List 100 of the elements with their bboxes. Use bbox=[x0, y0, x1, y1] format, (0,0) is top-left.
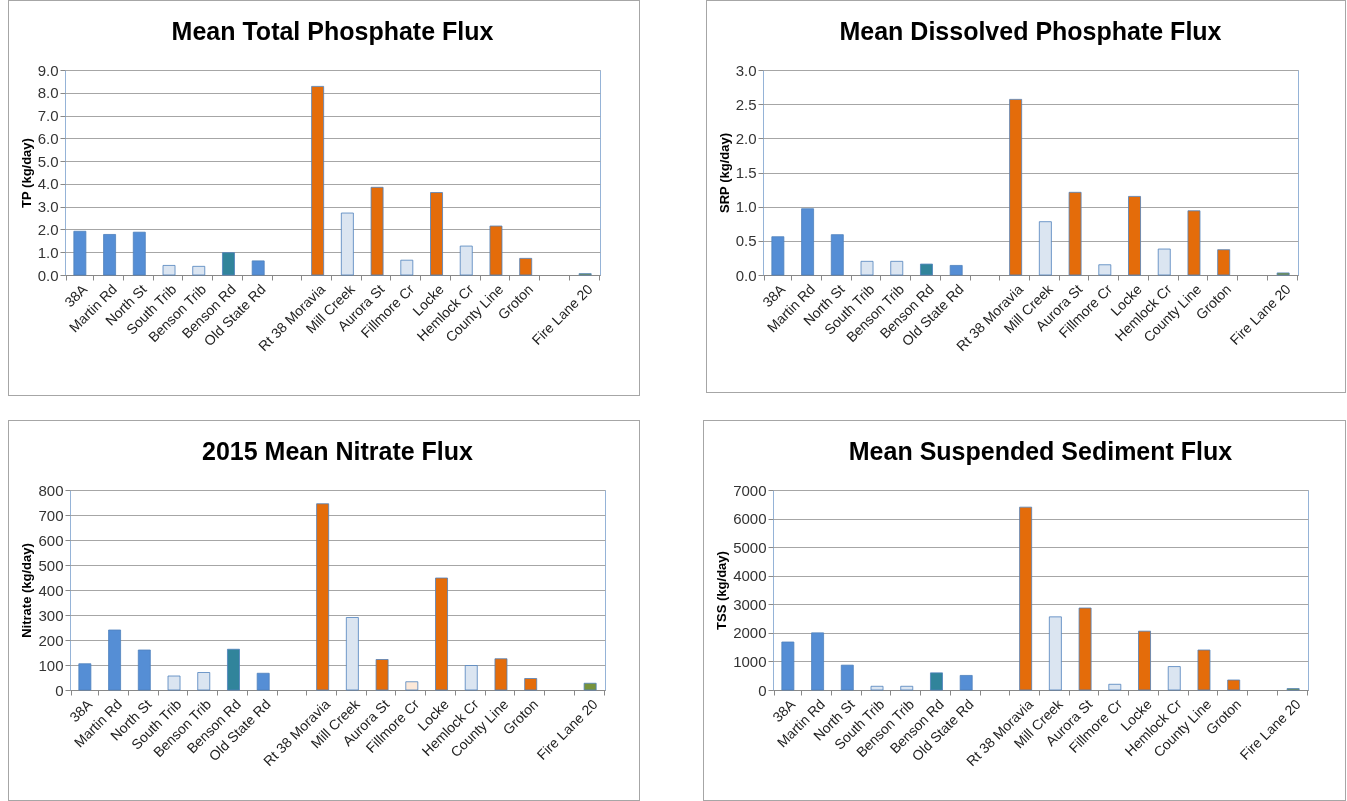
y-tick-label: 1.5 bbox=[735, 164, 757, 181]
y-tick-label: 2.5 bbox=[735, 95, 757, 113]
y-tick-label: 2.0 bbox=[37, 220, 59, 238]
bar bbox=[1098, 264, 1112, 276]
bar bbox=[1068, 191, 1082, 276]
y-tick-label: 300 bbox=[38, 606, 64, 624]
bar bbox=[1197, 649, 1211, 691]
bar bbox=[489, 225, 503, 276]
bar bbox=[108, 629, 121, 691]
bar bbox=[137, 649, 151, 691]
y-tick-label: 0 bbox=[55, 681, 64, 699]
bar bbox=[132, 231, 146, 276]
y-tick-label: 600 bbox=[38, 531, 64, 549]
y-tick-label: 2.0 bbox=[735, 129, 757, 147]
bar bbox=[1187, 210, 1201, 276]
y-tick-label: 4.0 bbox=[37, 175, 59, 193]
bar bbox=[519, 257, 533, 276]
bar bbox=[1048, 616, 1062, 691]
bar bbox=[227, 648, 240, 691]
y-tick-label: 7.0 bbox=[37, 107, 59, 125]
bar bbox=[771, 236, 785, 276]
bar bbox=[1157, 248, 1171, 276]
y-tick-label: 9.0 bbox=[37, 61, 59, 79]
bar bbox=[222, 252, 235, 276]
y-axis-title: TSS (kg/day) bbox=[714, 551, 730, 630]
bar bbox=[430, 192, 443, 276]
bar bbox=[811, 632, 824, 691]
bar bbox=[801, 208, 814, 276]
y-tick-label: 6000 bbox=[733, 510, 767, 528]
y-tick-label: 4000 bbox=[733, 567, 767, 585]
bar bbox=[162, 265, 176, 276]
bar bbox=[494, 658, 508, 691]
bar bbox=[435, 577, 448, 691]
bar bbox=[830, 234, 844, 276]
bar bbox=[375, 659, 389, 691]
bar bbox=[256, 672, 270, 691]
bar bbox=[459, 245, 473, 276]
bar bbox=[1217, 249, 1231, 276]
y-tick-label: 700 bbox=[38, 506, 64, 524]
bar bbox=[1108, 683, 1122, 691]
bar bbox=[949, 265, 963, 276]
bar bbox=[890, 260, 904, 276]
y-tick-label: 3.0 bbox=[37, 198, 59, 216]
y-tick-label: 1000 bbox=[733, 652, 767, 670]
y-tick-label: 1.0 bbox=[37, 243, 59, 261]
y-tick-label: 5.0 bbox=[37, 152, 59, 170]
y-tick-label: 100 bbox=[38, 656, 64, 674]
bar bbox=[920, 263, 933, 276]
chart-title: 2015 Mean Nitrate Flux bbox=[202, 437, 474, 465]
y-tick-label: 3.0 bbox=[735, 61, 757, 79]
bar bbox=[464, 665, 478, 691]
bar bbox=[1019, 506, 1033, 691]
bar bbox=[870, 685, 884, 691]
bar bbox=[900, 685, 914, 691]
y-axis-title: Nitrate (kg/day) bbox=[19, 543, 35, 638]
y-tick-label: 8.0 bbox=[37, 84, 59, 102]
y-tick-label: 0.5 bbox=[735, 232, 757, 250]
bar bbox=[340, 212, 354, 276]
y-tick-label: 0 bbox=[758, 681, 767, 699]
y-tick-label: 0.0 bbox=[37, 266, 59, 284]
bar bbox=[1128, 196, 1141, 276]
bar bbox=[197, 672, 211, 691]
bar bbox=[1227, 679, 1241, 691]
chart-title: Mean Dissolved Phosphate Flux bbox=[839, 17, 1222, 45]
chart-title: Mean Suspended Sediment Flux bbox=[848, 437, 1233, 465]
bar bbox=[1138, 630, 1151, 691]
bar bbox=[78, 663, 92, 691]
bar bbox=[959, 675, 973, 691]
bar bbox=[1078, 607, 1092, 691]
y-tick-label: 800 bbox=[38, 481, 64, 499]
bar bbox=[192, 265, 206, 276]
y-tick-label: 6.0 bbox=[37, 129, 59, 147]
bar bbox=[1038, 221, 1052, 276]
y-axis-title: SRP (kg/day) bbox=[716, 133, 732, 213]
y-tick-label: 7000 bbox=[733, 481, 767, 499]
bar bbox=[370, 186, 384, 276]
bar bbox=[103, 234, 116, 276]
bar bbox=[251, 260, 265, 276]
bar bbox=[167, 675, 181, 691]
bar bbox=[1009, 98, 1023, 276]
bar bbox=[1167, 666, 1181, 691]
bar bbox=[73, 230, 87, 276]
bar bbox=[311, 86, 325, 276]
bar bbox=[781, 641, 795, 691]
y-tick-label: 1.0 bbox=[735, 198, 757, 216]
y-tick-label: 5000 bbox=[733, 538, 767, 556]
bar bbox=[405, 681, 419, 691]
bar bbox=[930, 672, 943, 691]
y-tick-label: 500 bbox=[38, 556, 64, 574]
bar bbox=[524, 678, 538, 691]
y-tick-label: 400 bbox=[38, 581, 64, 599]
bar bbox=[316, 503, 330, 691]
y-tick-label: 0.0 bbox=[735, 266, 757, 284]
bar bbox=[1276, 272, 1290, 276]
bar bbox=[860, 260, 874, 276]
y-tick-label: 3000 bbox=[733, 595, 767, 613]
bar bbox=[345, 617, 359, 691]
y-tick-label: 2000 bbox=[733, 624, 767, 642]
y-tick-label: 200 bbox=[38, 631, 64, 649]
bar bbox=[840, 664, 854, 691]
